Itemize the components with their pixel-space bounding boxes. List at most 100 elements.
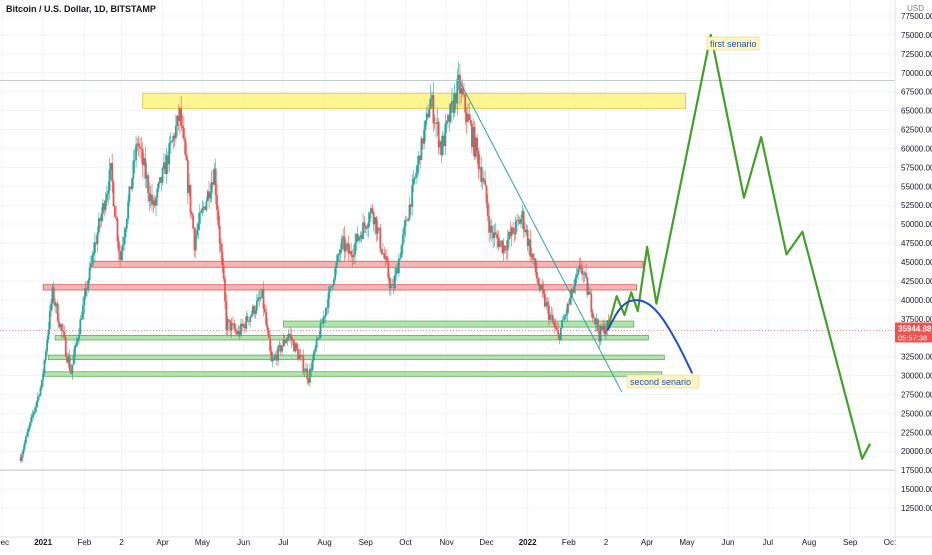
x-tick-label: May [195,538,210,547]
candle-body [188,184,191,193]
candle-body [244,324,246,329]
candle-body [113,206,116,217]
candle-body [174,126,177,139]
candle-body [78,334,80,340]
x-tick-label: Apr [641,538,654,547]
candle-body [55,303,58,307]
candle-body [347,243,350,254]
candle-body [262,289,265,309]
candle-body [117,241,120,252]
candle-body [320,323,323,324]
candle-body [525,229,528,233]
candle-body [35,402,38,408]
symbol-title: Bitcoin / U.S. Dollar, 1D, BITSTAMP [6,4,156,14]
y-tick-label: 37500.00 [901,315,932,324]
candle-body [374,217,376,225]
candle-body [112,181,115,207]
candle-body [298,355,301,359]
candle-body [319,323,322,338]
candle-body [59,324,62,328]
candle-body [512,227,514,234]
candle-body [151,194,153,205]
candle-body [172,135,175,141]
candle-body [461,88,464,95]
candle-body [100,213,103,222]
candle-body [561,320,564,328]
candle-body [76,339,79,343]
candle-body [177,115,180,121]
candle-body [79,319,82,335]
candle-body [555,327,558,331]
candle-body [324,308,327,316]
candle-body [348,250,351,254]
candle-body [506,239,509,251]
candle-body [24,436,27,444]
candle-body [90,263,92,268]
candle-body [380,248,383,254]
candle-body [171,140,173,143]
candle-body [164,162,167,174]
candle-body [153,200,156,206]
candle-body [54,301,56,307]
candle-body [453,93,456,113]
candle-body [520,218,522,224]
candle-body [271,359,274,362]
candle-body [529,239,532,257]
candle-body [534,258,537,272]
candle-body [488,215,491,233]
candle-body [213,168,216,185]
candle-body [326,307,329,309]
candle-body [370,208,372,214]
x-tick-label: Oct [399,538,412,547]
candle-body [104,200,107,211]
candle-body [338,253,341,256]
candle-body [351,255,354,258]
candle-body [294,343,297,352]
candle-body [467,114,469,122]
candle-body [139,146,141,149]
y-tick-label: 55000.00 [901,182,932,191]
candle-body [51,287,54,304]
candle-body [481,178,484,182]
candle-body [444,124,447,147]
candle-body [103,203,106,211]
candle-body [56,303,59,322]
scenario-label-box [626,374,700,389]
candle-body [391,283,394,286]
candle-body [184,138,187,155]
candle-body [257,297,260,302]
candle-body [387,261,390,278]
candle-body [335,262,338,269]
candle-body [144,158,147,179]
candle-body [566,303,569,315]
x-tick-label: 2 [119,538,124,547]
candle-body [301,355,303,357]
candle-body [274,355,277,358]
candle-body [457,74,460,80]
candle-body [234,329,237,331]
candle-body [99,218,102,222]
candle-body [452,100,455,113]
candle-body [448,115,451,122]
candle-body [297,348,299,359]
candle-body [383,253,386,259]
candle-body [469,120,472,124]
candle-body [52,287,55,302]
candle-body [277,346,279,361]
candle-body [210,182,213,194]
candle-body [517,219,520,221]
candle-body [36,396,39,403]
x-tick-label: Aug [802,538,816,547]
candle-body [540,284,542,290]
candle-body [415,172,418,178]
candle-body [225,301,228,330]
candle-body [484,179,487,186]
candle-body [557,330,560,335]
candle-body [463,94,465,95]
y-tick-label: 62500.00 [901,126,932,135]
candle-body [145,175,148,179]
candle-body [477,151,480,169]
